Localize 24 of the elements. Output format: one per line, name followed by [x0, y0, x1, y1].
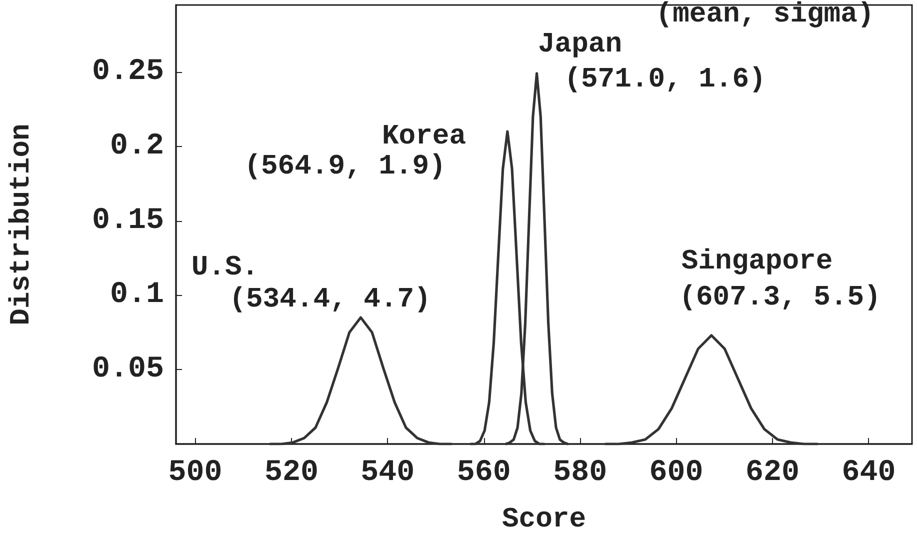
y-tick-label: 0.1	[110, 278, 164, 312]
annotation: (571.0, 1.6)	[564, 64, 766, 96]
annotation: Korea	[382, 122, 466, 152]
annotation: U.S.	[191, 252, 259, 284]
annotation: Singapore	[681, 246, 833, 278]
annotation: (534.4, 4.7)	[229, 284, 431, 316]
y-axis-title: Distribution	[6, 124, 38, 326]
y-tick-label: 0.05	[92, 352, 164, 387]
annotation: (607.3, 5.5)	[679, 282, 881, 314]
y-tick-label: 0.25	[92, 54, 164, 89]
x-tick-label: 540	[360, 456, 415, 490]
x-axis-title: Score	[502, 504, 586, 536]
x-tick-label: 600	[649, 456, 704, 490]
x-tick-label: 560	[456, 456, 511, 490]
x-tick-label: 620	[745, 456, 800, 490]
annotation: Japan	[538, 30, 622, 60]
x-tick-label: 520	[264, 456, 318, 490]
y-tick-label: 0.15	[92, 204, 164, 238]
x-tick-label: 580	[553, 456, 608, 490]
x-tick-label: 640	[842, 456, 896, 490]
annotation: (564.9, 1.9)	[244, 152, 446, 182]
annotation: (mean, sigma)	[656, 0, 874, 30]
y-tick-label: 0.2	[110, 129, 164, 164]
x-tick-label: 500	[168, 456, 222, 490]
